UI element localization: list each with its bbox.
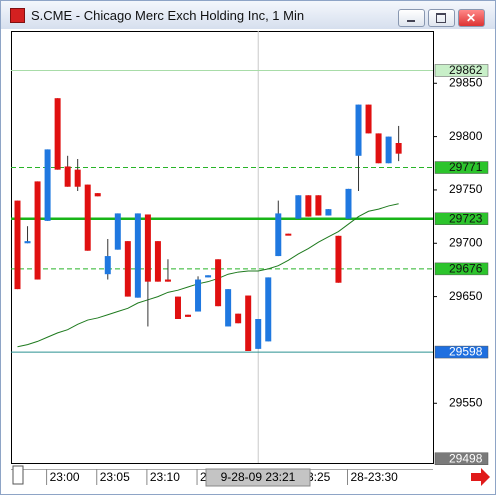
level-box	[434, 64, 489, 77]
candle-body	[124, 241, 131, 297]
candle-body	[315, 195, 322, 216]
candle-body	[114, 213, 121, 250]
candle-body	[34, 181, 41, 280]
x-tick-label: 23:05	[100, 470, 130, 484]
y-tick-label: 29850	[449, 75, 483, 89]
candle-body	[54, 98, 61, 170]
level-label: 29771	[449, 160, 483, 174]
scroll-box[interactable]	[12, 465, 24, 485]
level-box	[434, 262, 489, 276]
candle-body	[164, 279, 171, 282]
crosshair-box	[205, 468, 311, 487]
level-label: 29598	[449, 345, 483, 359]
candle-body	[335, 235, 342, 283]
candle-body	[375, 133, 382, 164]
candle-body	[185, 314, 192, 317]
candle-body	[235, 313, 242, 324]
candle-body	[225, 289, 232, 327]
candle-body	[134, 213, 141, 298]
crosshair-label: 9-28-09 23:21	[221, 470, 296, 484]
candle-body	[174, 296, 181, 319]
x-tick-label: 23:10	[150, 470, 180, 484]
candle-body	[325, 209, 332, 216]
level-label: 29723	[449, 211, 483, 225]
level-box	[434, 212, 489, 225]
candle-body	[345, 188, 352, 219]
minimize-button[interactable]	[398, 9, 425, 27]
candle-body	[365, 104, 372, 134]
scroll-arrow[interactable]	[471, 468, 490, 486]
title-bar: S.CME - Chicago Merc Exch Holding Inc, 1…	[1, 1, 495, 29]
level-box	[434, 345, 489, 359]
candle-body	[305, 195, 312, 217]
candle-body	[385, 136, 392, 164]
x-tick-label: 23:00	[50, 470, 80, 484]
level-label: 29498	[449, 451, 483, 465]
candle-body	[205, 275, 212, 278]
candle-body	[395, 143, 402, 154]
maximize-button[interactable]	[428, 9, 455, 27]
candle-body	[215, 259, 222, 307]
chart: 29850 29800 29750 29700 29650 29550 29862 29771…	[1, 29, 495, 494]
y-tick-label: 29800	[449, 129, 483, 143]
app-icon	[10, 8, 25, 23]
plot-area	[11, 31, 434, 464]
y-tick-label: 29550	[449, 395, 483, 409]
y-tick-label: 29700	[449, 235, 483, 249]
candle-body	[104, 256, 111, 275]
y-tick-label: 29750	[449, 182, 483, 196]
candle-body	[295, 195, 302, 219]
candle-body	[285, 233, 292, 236]
level-label: 29676	[449, 262, 483, 276]
candle-body	[275, 213, 282, 257]
candle-body	[44, 149, 51, 221]
candle-body	[144, 214, 151, 282]
level-box	[434, 161, 489, 174]
y-tick-label: 29650	[449, 289, 483, 303]
candle-body	[245, 295, 252, 351]
candle-body	[84, 184, 91, 251]
candle-body	[94, 193, 101, 197]
moving-average	[17, 203, 399, 348]
candle-body	[195, 279, 202, 312]
close-button[interactable]: ✕	[458, 9, 485, 27]
window-title: S.CME - Chicago Merc Exch Holding Inc, 1…	[31, 8, 305, 23]
candle-body	[74, 169, 81, 187]
candle-body	[24, 241, 31, 244]
candle-body	[255, 319, 262, 349]
candle-body	[355, 104, 362, 156]
candle-body	[265, 277, 272, 342]
level-label: 29862	[449, 63, 483, 77]
x-tick-label: 28-23:30	[350, 470, 398, 484]
candle-body	[14, 200, 21, 290]
candle-body	[64, 166, 71, 187]
level-box	[434, 452, 489, 465]
candle-body	[154, 241, 161, 282]
